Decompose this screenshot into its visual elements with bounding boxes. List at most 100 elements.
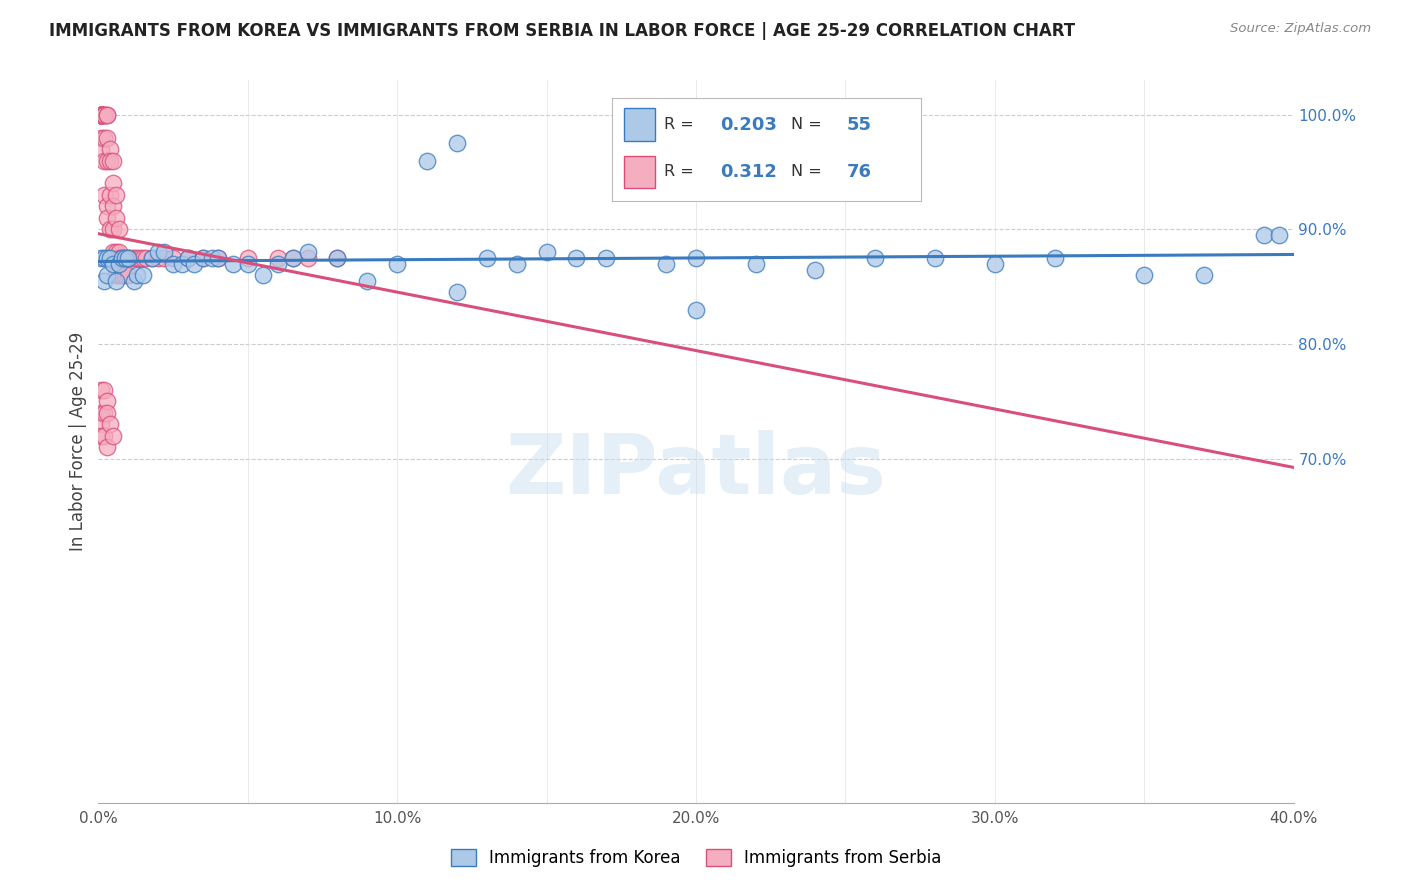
Point — [90, 108, 112, 122]
Point — [93, 108, 115, 122]
Point — [356, 274, 378, 288]
Point — [108, 257, 131, 271]
Point — [105, 211, 128, 225]
FancyBboxPatch shape — [624, 109, 655, 141]
Point — [93, 188, 115, 202]
Point — [565, 251, 588, 265]
Point — [267, 257, 290, 271]
Point — [96, 153, 118, 168]
Point — [162, 257, 184, 271]
Point — [685, 302, 707, 317]
Point — [90, 108, 112, 122]
Point — [105, 274, 128, 288]
Point — [90, 429, 112, 443]
Text: ZIPatlas: ZIPatlas — [506, 430, 886, 511]
Point — [416, 153, 439, 168]
Point — [103, 153, 125, 168]
Point — [93, 251, 115, 265]
Point — [90, 251, 112, 265]
Point — [984, 257, 1007, 271]
Point — [90, 108, 112, 122]
Point — [132, 268, 155, 283]
Point — [108, 245, 131, 260]
Point — [124, 274, 146, 288]
Point — [117, 268, 139, 283]
Point — [117, 251, 139, 265]
Text: Source: ZipAtlas.com: Source: ZipAtlas.com — [1230, 22, 1371, 36]
Point — [183, 257, 205, 271]
Point — [98, 251, 122, 265]
Point — [191, 251, 214, 265]
Point — [93, 406, 115, 420]
Point — [103, 199, 125, 213]
Point — [90, 383, 112, 397]
Point — [93, 274, 115, 288]
Point — [108, 222, 131, 236]
Point — [96, 406, 118, 420]
Point — [103, 429, 125, 443]
Point — [804, 262, 827, 277]
Point — [114, 251, 136, 265]
Point — [132, 251, 155, 265]
Point — [153, 251, 176, 265]
Point — [135, 251, 157, 265]
Point — [114, 268, 136, 283]
Point — [96, 251, 118, 265]
Point — [685, 251, 707, 265]
Text: R =: R = — [664, 164, 699, 179]
Point — [865, 251, 887, 265]
Point — [177, 251, 200, 265]
Point — [1192, 268, 1215, 283]
Point — [127, 251, 149, 265]
Point — [595, 251, 617, 265]
Point — [177, 251, 200, 265]
Point — [90, 130, 112, 145]
Text: N =: N = — [792, 117, 827, 132]
Point — [129, 251, 152, 265]
Text: N =: N = — [792, 164, 827, 179]
Point — [111, 251, 134, 265]
Text: IMMIGRANTS FROM KOREA VS IMMIGRANTS FROM SERBIA IN LABOR FORCE | AGE 25-29 CORRE: IMMIGRANTS FROM KOREA VS IMMIGRANTS FROM… — [49, 22, 1076, 40]
Point — [98, 188, 122, 202]
Point — [1043, 251, 1066, 265]
Point — [326, 251, 349, 265]
Point — [90, 417, 112, 432]
Y-axis label: In Labor Force | Age 25-29: In Labor Force | Age 25-29 — [69, 332, 87, 551]
Point — [93, 383, 115, 397]
Point — [98, 417, 122, 432]
Point — [141, 251, 163, 265]
Point — [105, 268, 128, 283]
Point — [114, 251, 136, 265]
Point — [162, 251, 184, 265]
Point — [207, 251, 229, 265]
Point — [105, 245, 128, 260]
Point — [124, 251, 146, 265]
Point — [655, 257, 678, 271]
Point — [90, 108, 112, 122]
Point — [252, 268, 274, 283]
Point — [148, 251, 170, 265]
Point — [96, 108, 118, 122]
Text: R =: R = — [664, 117, 699, 132]
Point — [117, 251, 139, 265]
Legend: Immigrants from Korea, Immigrants from Serbia: Immigrants from Korea, Immigrants from S… — [444, 842, 948, 874]
Point — [108, 268, 131, 283]
Point — [153, 245, 176, 260]
Point — [120, 251, 142, 265]
Point — [98, 142, 122, 156]
Point — [96, 199, 118, 213]
Point — [103, 177, 125, 191]
Point — [297, 245, 319, 260]
Point — [1267, 228, 1289, 243]
Point — [90, 108, 112, 122]
Point — [108, 251, 131, 265]
Point — [96, 108, 118, 122]
Point — [96, 268, 118, 283]
Text: 0.203: 0.203 — [720, 116, 776, 134]
Point — [924, 251, 946, 265]
Point — [111, 268, 134, 283]
Point — [207, 251, 229, 265]
Point — [103, 245, 125, 260]
Text: 76: 76 — [846, 163, 872, 181]
Point — [90, 406, 112, 420]
